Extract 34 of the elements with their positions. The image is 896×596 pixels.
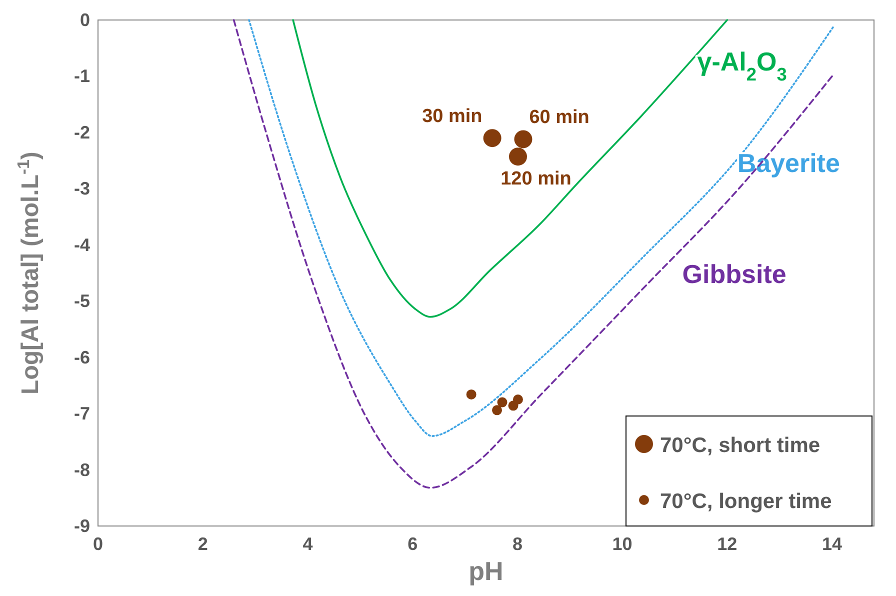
point (466, 389, 476, 400)
x-tick-label: 2 (198, 534, 208, 554)
legend-label: 70°C, longer time (660, 490, 832, 513)
y-tick-label: 0 (80, 10, 90, 30)
x-tick-label: 10 (612, 534, 632, 554)
x-tick-label: 8 (512, 534, 522, 554)
y-tick-label: -2 (74, 122, 90, 142)
annotation: 60 min (529, 107, 590, 128)
series-label: Bayerite (737, 148, 840, 178)
point (492, 405, 502, 416)
point (512, 394, 523, 404)
y-tick-label: -4 (74, 234, 90, 255)
point (514, 130, 532, 148)
annotation: 120 min (500, 168, 572, 190)
point (497, 397, 508, 408)
series-label: γ-Al$_{2}$O$_{3}$ (697, 46, 787, 85)
y-tick-label: -3 (74, 178, 90, 199)
series-label: Gibbsite (682, 259, 786, 290)
x-tick-label: 0 (92, 534, 104, 554)
y-tick-label: -8 (74, 460, 90, 480)
point (508, 148, 527, 166)
annotation: 30 min (422, 106, 482, 128)
x-tick-label: 4 (302, 534, 313, 554)
x-tick-label: 12 (717, 534, 738, 554)
point (483, 129, 502, 148)
y-tick-label: -6 (74, 347, 90, 368)
x-tick-label: 6 (408, 534, 418, 554)
y-tick-label: -9 (74, 516, 90, 536)
x-tick-label: 14 (822, 534, 842, 554)
y-tick-label: -7 (74, 404, 90, 424)
legend-label: 70°C, short time (660, 434, 820, 457)
y-tick-label: -5 (74, 291, 90, 312)
x-axis-title: pH (468, 556, 504, 586)
y-tick-label: -1 (74, 66, 90, 86)
